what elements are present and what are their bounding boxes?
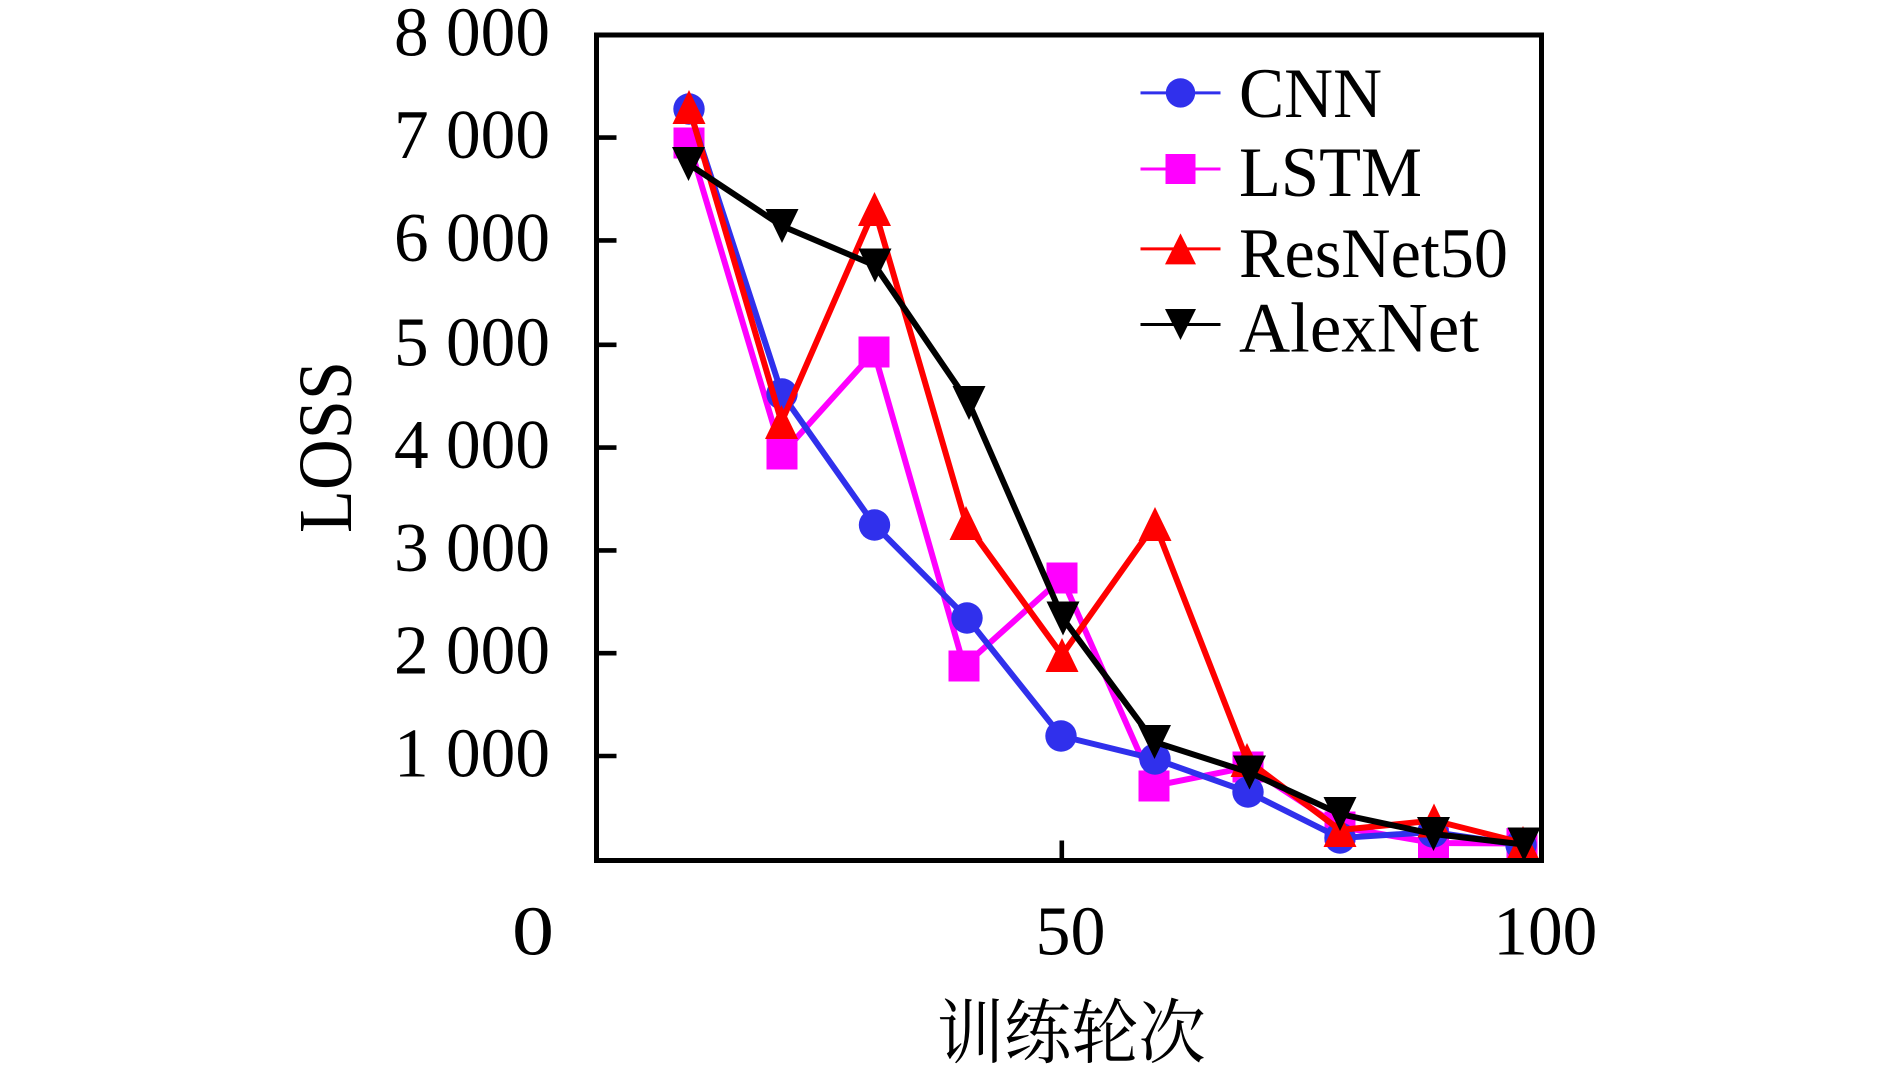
svg-text:0: 0 xyxy=(512,894,554,971)
svg-text:LOSS: LOSS xyxy=(284,361,368,533)
svg-text:5 000: 5 000 xyxy=(394,304,550,381)
svg-text:50: 50 xyxy=(1036,894,1106,971)
svg-text:AlexNet: AlexNet xyxy=(1239,290,1479,368)
svg-text:2 000: 2 000 xyxy=(394,613,550,690)
svg-text:100: 100 xyxy=(1493,894,1597,971)
svg-text:3 000: 3 000 xyxy=(394,510,550,587)
svg-text:4 000: 4 000 xyxy=(394,407,550,484)
svg-text:LSTM: LSTM xyxy=(1239,134,1422,212)
svg-text:8 000: 8 000 xyxy=(394,0,550,72)
svg-text:ResNet50: ResNet50 xyxy=(1239,215,1508,293)
svg-text:1 000: 1 000 xyxy=(394,716,550,793)
svg-text:CNN: CNN xyxy=(1239,55,1382,133)
svg-text:7 000: 7 000 xyxy=(394,97,550,174)
svg-text:6 000: 6 000 xyxy=(394,200,550,277)
